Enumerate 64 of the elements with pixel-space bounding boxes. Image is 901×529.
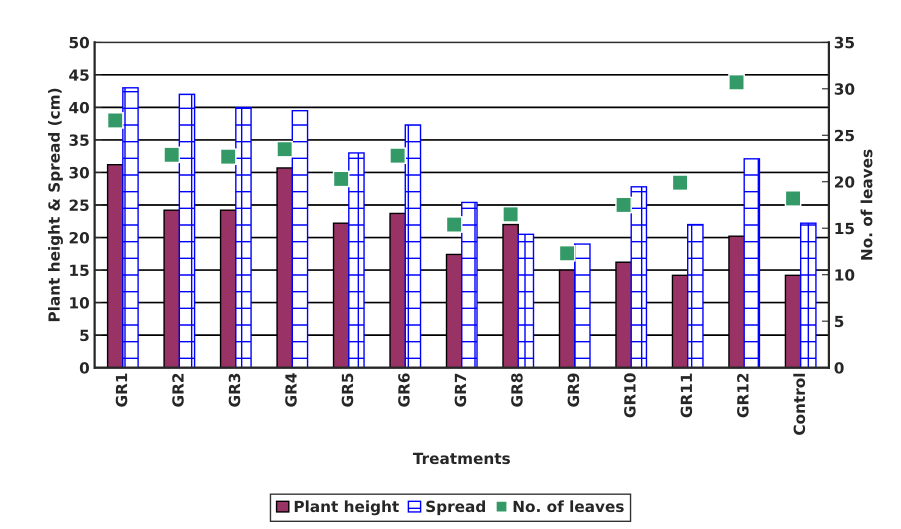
point [558,244,576,262]
x-tick-label: GR12 [737,374,749,418]
x-tick-label: GR3 [228,374,240,407]
x-tick-label: GR8 [511,373,523,407]
legend-label: Plant height [294,500,399,516]
bar [235,106,252,368]
y-tick-label: 40 [69,102,90,114]
x-tick-label: GR9 [568,373,580,407]
y2-axis-title: No. of leaves [860,150,872,260]
bar [518,234,534,368]
y-tick-label: 5 [80,330,89,342]
point [276,140,294,158]
y2-tick-label: 0 [834,362,844,374]
bar [743,158,760,368]
bar [122,87,139,368]
bar [687,224,704,368]
point [502,206,519,223]
x-tick-label: GR2 [172,374,184,407]
point [728,74,745,91]
y-tick-label: 30 [70,166,90,178]
x-tick-label: GR5 [342,374,354,407]
x-tick-label: GR11 [680,374,692,418]
bar [178,94,196,368]
y-tick-label: 10 [70,297,90,309]
y-tick-label: 0 [80,362,90,374]
x-tick-label: GR4 [285,373,297,407]
x-tick-label: GR10 [624,373,636,418]
point [672,174,688,192]
y-tick-label: 25 [70,199,89,212]
point [106,112,124,129]
point [615,196,632,214]
y-axis-title: Plant height & Spread (cm) [48,88,63,322]
bar [461,202,478,368]
y2-tick-label: 30 [834,83,854,95]
point [332,170,350,188]
y-tick-label: 15 [70,264,89,276]
point [784,190,802,207]
legend-label: No. of leaves [514,500,624,512]
bar [404,124,422,368]
y2-tick-label: 10 [836,269,854,281]
bar [800,222,817,368]
bar [292,110,308,368]
point [446,216,462,233]
point [389,147,406,164]
bar [348,152,365,368]
y2-tick-label: 35 [834,36,854,48]
y-tick-label: 50 [70,36,90,48]
x-tick-label: Control [793,374,806,435]
x-tick-label: GR7 [454,374,466,407]
y-tick-label: 45 [69,70,89,81]
y-tick-label: 20 [70,232,90,244]
point [220,148,237,165]
y2-tick-label: 15 [836,222,854,234]
y2-tick-label: 25 [834,130,854,142]
bar [630,186,648,368]
point [163,146,180,164]
x-tick-label: GR1 [116,374,128,407]
x-axis-title: Treatments [412,452,510,464]
y2-tick-label: 20 [834,176,854,188]
y2-tick-label: 5 [834,316,844,328]
x-tick-label: GR6 [398,373,410,407]
bar [574,243,591,368]
legend-label: Spread [426,500,485,516]
y-tick-label: 35 [70,134,89,146]
